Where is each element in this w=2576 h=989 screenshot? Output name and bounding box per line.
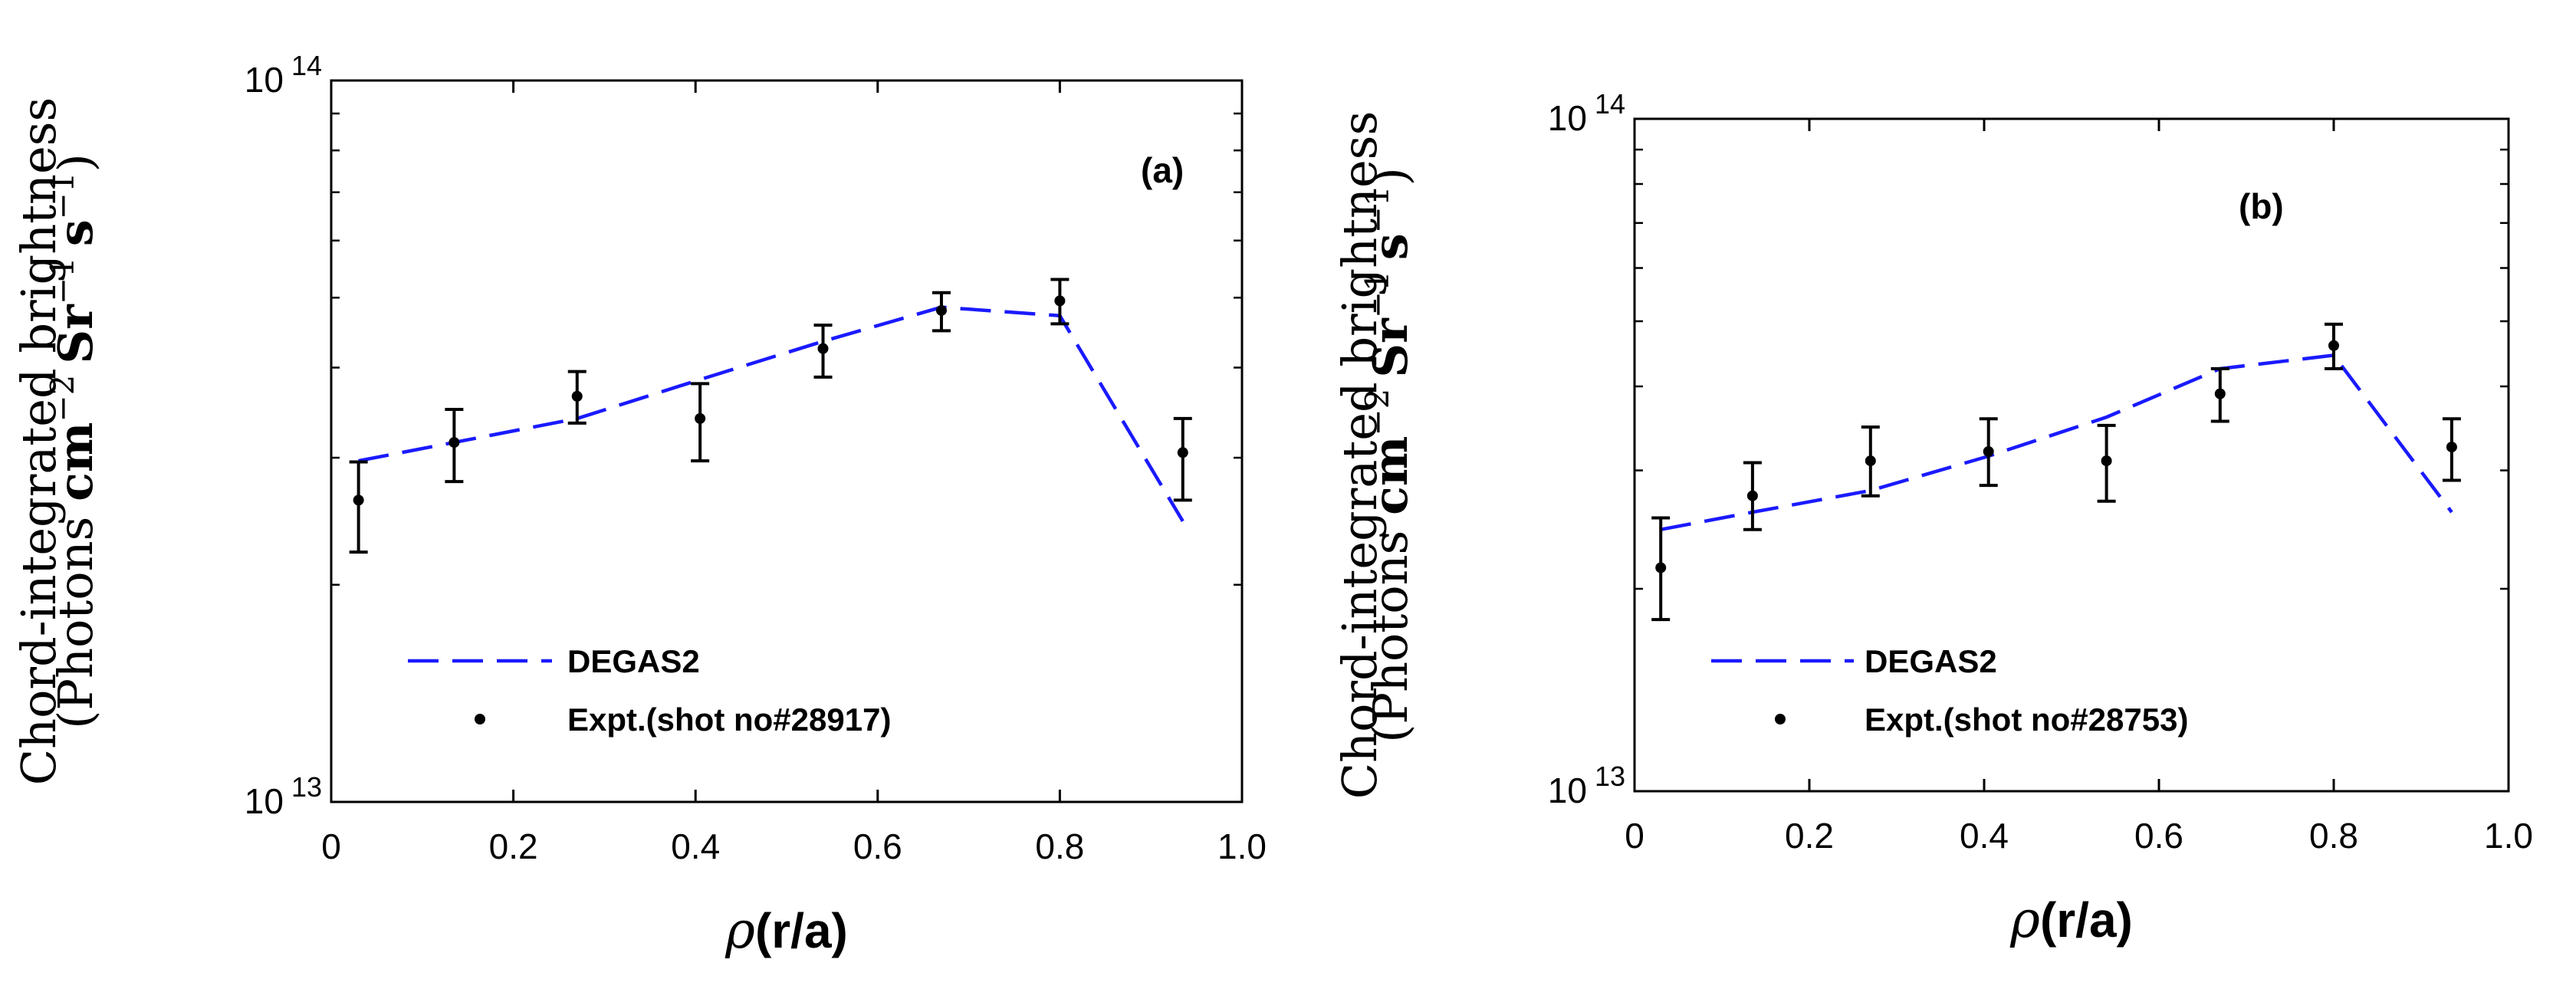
expt-data-point — [449, 437, 460, 449]
x-tick-label: 0.6 — [853, 826, 902, 866]
x-tick-label: 0.2 — [1785, 816, 1834, 856]
expt-data-point — [1177, 447, 1188, 458]
y-label-cm-exp: −2 — [1359, 389, 1396, 436]
legend-point-swatch — [475, 714, 485, 724]
y-label-sr: Sr — [1362, 317, 1418, 378]
y-label-s-exp: −1 — [44, 172, 81, 219]
x-tick-label: 0 — [1625, 816, 1644, 856]
x-axis-label-symbol: ρ — [2009, 890, 2040, 949]
plot-frame — [330, 79, 1244, 803]
x-tick-label: 0.4 — [671, 826, 720, 866]
y-tick-base: 10 — [1548, 770, 1587, 810]
y-label-sr: Sr — [48, 304, 104, 364]
expt-data-point — [1655, 562, 1667, 573]
y-axis-label-line1: Chord-integrated brightness — [11, 97, 67, 786]
y-tick-label: 10 13 — [245, 771, 322, 821]
y-label-cm-exp: −2 — [44, 375, 81, 422]
legend: DEGAS2 Expt.(shot no#28753) — [1711, 643, 2188, 738]
y-tick-exponent: 14 — [291, 50, 322, 81]
panel-label: (a) — [1141, 150, 1184, 190]
expt-data-point — [2446, 442, 2457, 453]
x-axis-label-unit: (r/a) — [755, 903, 848, 958]
y-tick-exponent: 13 — [1595, 761, 1625, 792]
x-tick-label: 0.4 — [1960, 816, 2009, 856]
degas2-model-line — [1660, 353, 2453, 531]
y-label-prefix: (Photons — [1362, 515, 1418, 743]
y-label-cm: cm — [48, 422, 104, 501]
y-axis-label-line2: (Photons cm−2Sr−1s−1) — [1359, 167, 1418, 743]
y-tick-exponent: 14 — [1595, 88, 1625, 120]
expt-data-point — [2101, 455, 2112, 467]
y-axis-label-line1: Chord-integrated brightness — [1332, 111, 1388, 800]
plot-frame — [1633, 117, 2510, 793]
legend-label-expt: Expt.(shot no#28917) — [567, 702, 891, 738]
x-tick-label: 0 — [321, 826, 341, 866]
x-tick-label: 1.0 — [1217, 826, 1267, 866]
expt-data-point — [1865, 455, 1876, 467]
expt-data-point — [817, 343, 829, 354]
legend-label-model: DEGAS2 — [1865, 643, 1997, 679]
y-label-prefix: (Photons — [48, 501, 104, 729]
y-label-suffix: ) — [48, 153, 104, 172]
y-axis-label-line2: (Photons cm−2Sr−1s−1) — [44, 153, 104, 729]
error-bar — [349, 460, 368, 554]
legend-label-model: DEGAS2 — [567, 643, 700, 679]
y-label-cm: cm — [1362, 436, 1418, 515]
x-axis-label-unit: (r/a) — [2040, 892, 2133, 948]
x-tick-label: 0.6 — [2134, 816, 2183, 856]
y-label-s: s — [1362, 233, 1418, 260]
expt-data-point — [935, 304, 947, 316]
y-tick-label: 10 14 — [1548, 88, 1625, 138]
x-tick-label: 0.8 — [1035, 826, 1084, 866]
y-tick-base: 10 — [1548, 98, 1587, 138]
x-axis-label: ρ(r/a) — [724, 901, 848, 960]
panel-label: (b) — [2239, 186, 2284, 226]
y-tick-label: 10 13 — [1548, 761, 1625, 810]
legend: DEGAS2 Expt.(shot no#28917) — [408, 643, 891, 738]
y-label-suffix: ) — [1362, 167, 1418, 186]
x-tick-label: 0.2 — [489, 826, 538, 866]
legend-point-swatch — [1775, 714, 1786, 724]
y-tick-base: 10 — [245, 781, 284, 821]
expt-data-point — [1983, 445, 1994, 457]
y-label-sr-exp: −1 — [1359, 271, 1396, 318]
x-axis-label-symbol: ρ — [724, 901, 755, 960]
x-tick-label: 0.8 — [2309, 816, 2358, 856]
expt-data-point — [2328, 340, 2339, 351]
legend-label-expt: Expt.(shot no#28753) — [1865, 702, 2188, 738]
y-tick-label: 10 14 — [245, 50, 322, 100]
y-label-s-exp: −1 — [1359, 186, 1396, 233]
expt-data-point — [2214, 388, 2226, 399]
error-bar — [1173, 416, 1192, 502]
expt-data-point — [571, 390, 583, 402]
y-tick-exponent: 13 — [291, 771, 322, 803]
y-label-sr-exp: −1 — [44, 257, 81, 304]
expt-data-point — [1746, 490, 1758, 501]
expt-data-point — [1054, 295, 1066, 307]
y-tick-base: 10 — [245, 60, 284, 100]
x-axis-label: ρ(r/a) — [2009, 890, 2133, 949]
y-label-s: s — [48, 219, 104, 246]
x-tick-label: 1.0 — [2484, 816, 2533, 856]
degas2-model-line — [358, 305, 1184, 522]
expt-data-point — [695, 412, 706, 424]
expt-data-point — [353, 495, 364, 506]
